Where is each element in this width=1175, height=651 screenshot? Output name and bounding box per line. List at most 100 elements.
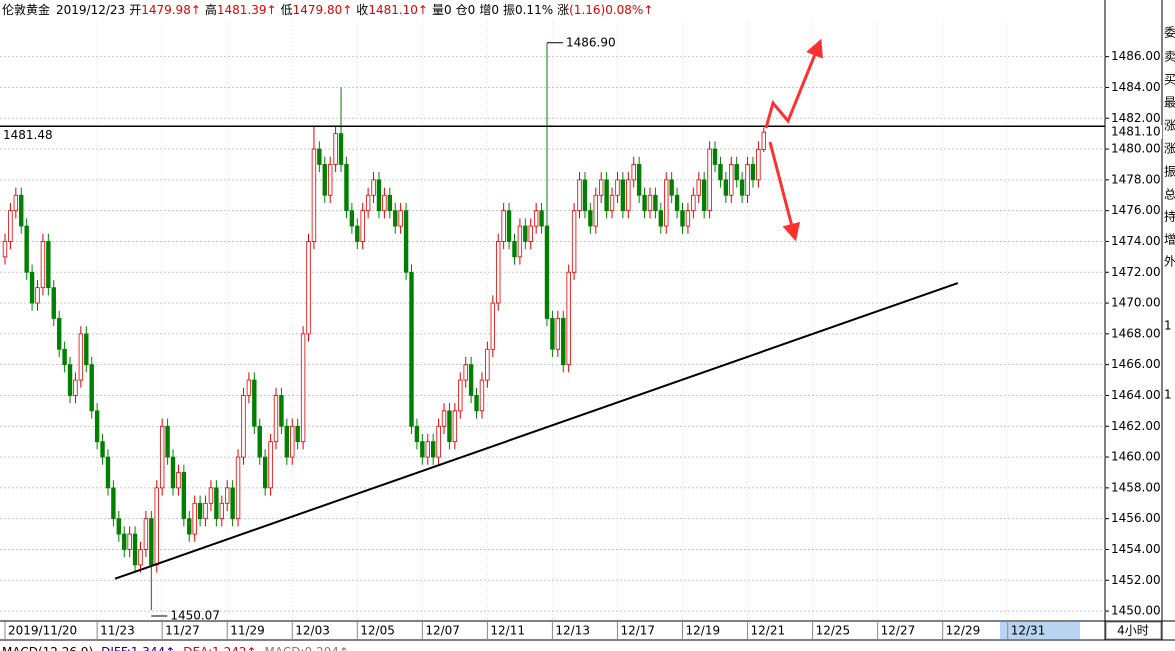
candle-body — [116, 518, 122, 535]
x-tick-label: 12/03 — [295, 624, 330, 638]
quote-value: 1481.39↑ — [217, 3, 277, 17]
candle-body — [13, 194, 19, 212]
quote-label: 开 — [129, 3, 141, 17]
quote-value: (1.16)0.08%↑ — [569, 3, 653, 17]
candle-body — [40, 241, 46, 289]
y-tick-label: 1480.00 — [1111, 142, 1161, 156]
candle-body — [273, 395, 279, 443]
candle-body — [387, 194, 393, 212]
y-tick-label: 1478.00 — [1111, 172, 1161, 186]
resistance-label: 1481.48 — [3, 128, 53, 142]
candle-body — [533, 210, 539, 227]
candle-body — [544, 225, 550, 319]
candle-body — [436, 425, 441, 458]
candle-body — [376, 179, 382, 212]
candle-body — [197, 502, 203, 520]
y-tick-label: 1452.00 — [1111, 573, 1161, 587]
candle-body — [620, 179, 626, 212]
x-tick-label: 12/17 — [620, 624, 655, 638]
candle-body — [577, 179, 582, 212]
candle-body — [517, 225, 523, 258]
side-label: 总 — [1164, 188, 1175, 202]
candle-body — [35, 287, 40, 304]
candle-body — [252, 379, 257, 427]
quote-value: 0 — [491, 3, 499, 17]
candle-body — [159, 425, 165, 489]
candle-body — [203, 502, 208, 520]
candle-body — [327, 164, 333, 196]
candle-body — [94, 410, 100, 443]
candle-body — [78, 333, 84, 381]
candle-body — [154, 487, 159, 566]
y-tick-label: 1472.00 — [1111, 265, 1161, 279]
y-tick-label: 1470.00 — [1111, 296, 1161, 310]
candle-body — [696, 179, 701, 196]
candle-body — [46, 241, 51, 289]
candle-body — [496, 241, 501, 304]
candle-body — [729, 164, 734, 196]
candle-body — [84, 333, 89, 366]
candle-body — [761, 131, 767, 150]
candle-body — [430, 441, 436, 458]
quote-label: 低 — [281, 3, 293, 17]
macd-line: MACD(12,26,9) DIFF:1.344↑ DEA:1.242↑ MACD:0… — [2, 645, 349, 651]
macd-item: MACD:0.204↑ — [265, 645, 349, 651]
candle-body — [225, 487, 230, 504]
candle-body — [528, 225, 533, 242]
side-label: 1 — [1164, 319, 1172, 333]
y-tick-label: 1456.00 — [1111, 511, 1161, 525]
candle-body — [458, 379, 463, 412]
y-tick-label: 1466.00 — [1111, 357, 1161, 371]
candle-body — [73, 379, 78, 396]
period-box — [1105, 621, 1162, 640]
y-tick-label: 1464.00 — [1111, 388, 1161, 402]
y-tick-label: 1486.00 — [1111, 49, 1161, 63]
candle-body — [474, 395, 479, 412]
candle-body — [403, 210, 409, 273]
quote-value: 1481.10↑ — [368, 3, 428, 17]
side-label: 涨 — [1164, 118, 1175, 133]
candle-body — [691, 194, 696, 212]
candle-body — [295, 425, 300, 443]
candle-body — [187, 518, 192, 535]
candle-body — [647, 194, 653, 212]
candle-body — [2, 241, 8, 258]
candle-body — [192, 502, 197, 535]
candle-body — [279, 395, 284, 427]
candle-body — [355, 225, 360, 242]
candle-body — [653, 194, 658, 212]
candle-body — [506, 210, 512, 242]
candle-body — [8, 210, 13, 242]
side-label: 委 — [1164, 26, 1175, 40]
side-label: 涨 — [1164, 141, 1175, 156]
candle-body — [235, 456, 241, 520]
side-label: 最 — [1164, 96, 1175, 110]
date-highlight — [1000, 622, 1080, 639]
y-tick-label: 1450.00 — [1111, 604, 1161, 618]
candle-body — [24, 225, 29, 273]
quote-value: 0.11% — [515, 3, 553, 17]
candle-body — [452, 410, 458, 443]
candle-body — [756, 148, 761, 181]
candle-body — [685, 210, 691, 227]
candle-body — [111, 487, 116, 520]
candle-body — [371, 179, 376, 196]
candle-body — [718, 164, 723, 181]
candle-body — [555, 318, 561, 350]
candle-body — [414, 425, 420, 443]
quote-value: 0 — [468, 3, 476, 17]
macd-item: DIFF:1.344↑ — [101, 645, 175, 651]
quote-label: 振 — [503, 3, 515, 17]
side-label: 增 — [1164, 233, 1175, 247]
x-tick-label: 11/29 — [230, 624, 265, 638]
candle-body — [441, 410, 447, 427]
quote-label: 涨 — [557, 2, 569, 17]
candle-body — [501, 210, 506, 242]
candle-body — [219, 502, 224, 520]
x-tick-label: 12/07 — [425, 624, 460, 638]
candle-body — [658, 210, 664, 227]
candle-body — [176, 472, 181, 489]
